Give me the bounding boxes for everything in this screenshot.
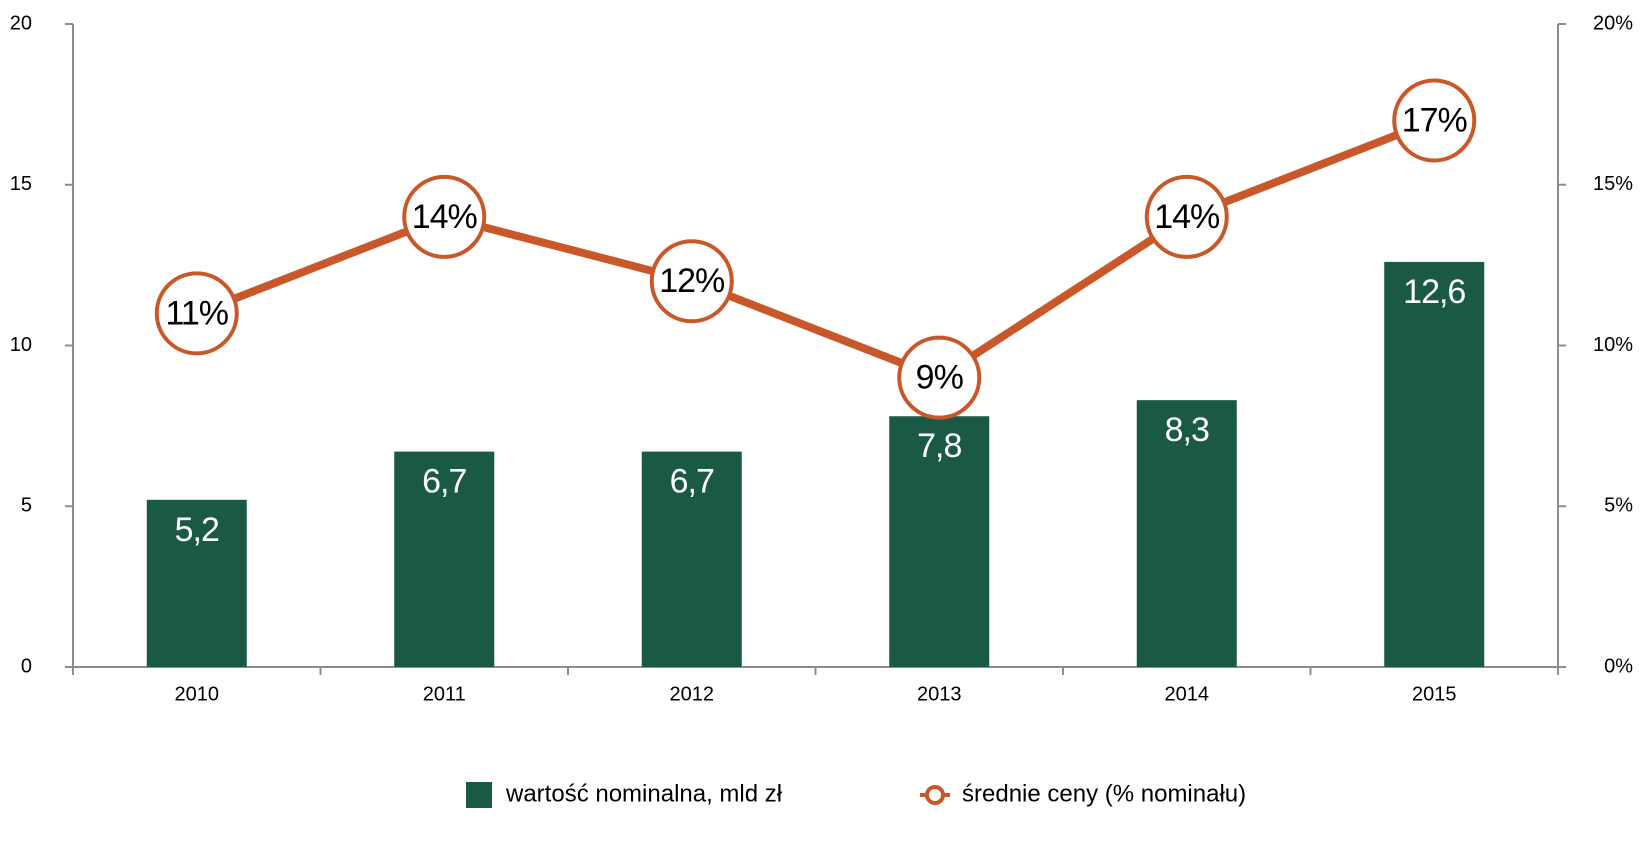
bar-value-label: 6,7 bbox=[422, 463, 466, 501]
y2-tick-label: 10% bbox=[1593, 334, 1633, 356]
bar-value-label: 5,2 bbox=[175, 511, 219, 549]
y2-tick-label: 0% bbox=[1604, 655, 1633, 677]
line bbox=[195, 116, 1436, 383]
y2-tick-label: 20% bbox=[1593, 12, 1633, 34]
y-tick-label: 5 bbox=[21, 495, 32, 517]
bar bbox=[394, 451, 495, 667]
x-tick-label: 2011 bbox=[423, 683, 466, 705]
bar-value-label: 8,3 bbox=[1165, 411, 1209, 449]
line-value-label: 17% bbox=[1402, 101, 1468, 139]
x-tick-label: 2010 bbox=[175, 683, 220, 705]
y-tick-label: 15 bbox=[10, 173, 32, 195]
line-value-label: 11% bbox=[165, 294, 228, 332]
line-marker bbox=[402, 174, 487, 259]
line-marker bbox=[649, 239, 734, 324]
legend-label: wartość nominalna, mld zł bbox=[505, 780, 783, 807]
line-marker bbox=[154, 271, 239, 356]
legend-swatch bbox=[466, 782, 492, 808]
bar bbox=[1136, 400, 1237, 667]
bar bbox=[889, 416, 990, 667]
x-tick-label: 2012 bbox=[670, 683, 715, 705]
bar bbox=[146, 499, 247, 667]
line-marker bbox=[897, 335, 982, 420]
bar bbox=[641, 451, 742, 667]
bar bbox=[1384, 261, 1485, 667]
y-tick-label: 0 bbox=[21, 655, 32, 677]
y-tick-label: 20 bbox=[10, 12, 32, 34]
y2-tick-label: 5% bbox=[1604, 495, 1633, 517]
x-tick-label: 2015 bbox=[1412, 683, 1457, 705]
line-value-label: 9% bbox=[916, 359, 964, 397]
line-value-label: 14% bbox=[1154, 198, 1220, 236]
x-tick-label: 2014 bbox=[1165, 683, 1210, 705]
bar-value-label: 12,6 bbox=[1403, 273, 1465, 311]
x-tick-label: 2013 bbox=[917, 683, 962, 705]
legend-swatch-marker bbox=[925, 785, 945, 805]
bar-value-label: 7,8 bbox=[917, 427, 961, 465]
y-tick-label: 10 bbox=[10, 334, 32, 356]
line-marker bbox=[1144, 174, 1229, 259]
legend-label: średnie ceny (% nominału) bbox=[962, 780, 1246, 807]
line-marker bbox=[1392, 78, 1477, 163]
line-value-label: 14% bbox=[412, 198, 478, 236]
y2-tick-label: 15% bbox=[1593, 173, 1633, 195]
bar-value-label: 6,7 bbox=[670, 463, 714, 501]
line-value-label: 12% bbox=[659, 262, 725, 300]
